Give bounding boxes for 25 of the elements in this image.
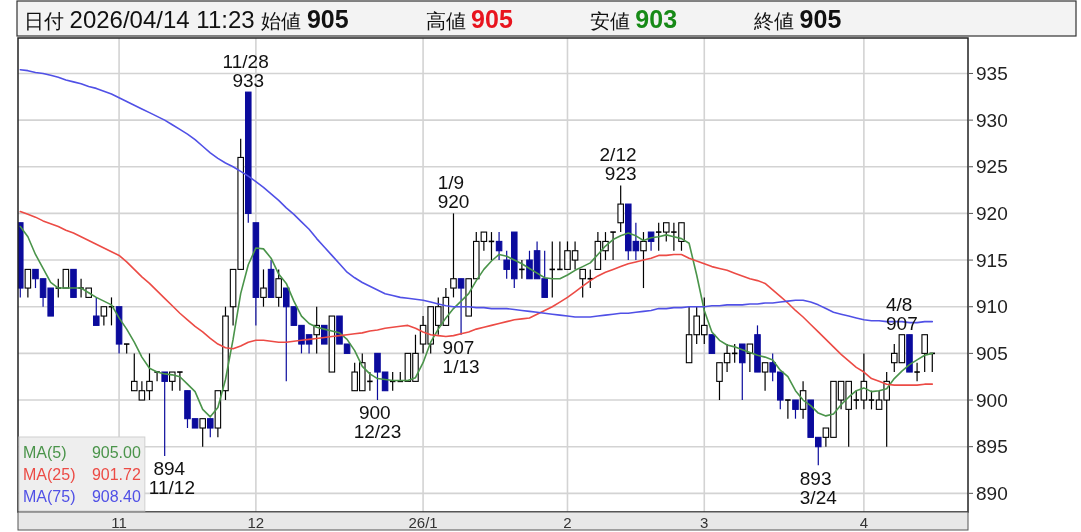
text: 2/12 923	[599, 144, 637, 185]
legend: MA(5) 905.00 MA(25) 901.72 MA(75) 908.40	[18, 436, 146, 512]
x-tick-label: 3	[700, 513, 709, 531]
y-tick-label: 915	[976, 249, 1008, 271]
text: 894 11/12	[148, 458, 195, 499]
y-tick-label: 890	[976, 482, 1008, 504]
y-tick-label: 925	[976, 156, 1008, 178]
y-tick-label: 920	[976, 202, 1008, 224]
x-tick-label: 2	[563, 513, 572, 531]
chart-title: 日付 2026/04/14 11:23 始値 905 高値 905 安値 903 終値 905	[24, 5, 842, 33]
y-tick-label: 905	[976, 342, 1008, 364]
x-tick-label: 4	[859, 513, 869, 531]
y-tick-label: 910	[976, 296, 1008, 318]
text: 1/9 920	[437, 172, 470, 213]
x-tick-label: 11	[111, 513, 127, 531]
text: 900 12/23	[353, 402, 402, 443]
text: 907 1/13	[442, 336, 480, 377]
y-tick-label: 935	[976, 62, 1008, 84]
text: 893 3/24	[799, 467, 837, 508]
y-tick-label: 900	[976, 389, 1008, 411]
y-tick-label: 930	[976, 109, 1008, 131]
y-tick-label: 895	[976, 436, 1008, 458]
text: 11/28 933	[222, 51, 269, 92]
x-tick-label: 26/1	[408, 513, 438, 531]
x-tick-label: 12	[247, 513, 265, 531]
